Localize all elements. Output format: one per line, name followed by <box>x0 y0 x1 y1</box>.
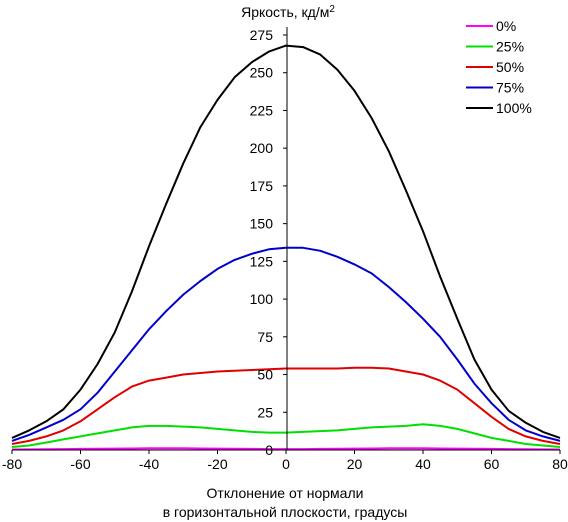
legend-label-2: 50% <box>496 59 524 75</box>
ticks: -80 -60 -40 -20 0 20 40 60 80 0 25 50 75 100 125 150 175… <box>2 27 568 472</box>
y-tick-label: 50 <box>257 367 273 383</box>
x-axis-label-line2: в горизонтальной плоскости, градусы <box>163 504 408 520</box>
x-tick-label: -20 <box>207 456 227 472</box>
x-tick-label: 60 <box>484 456 500 472</box>
x-axis-label-line1: Отклонение от нормали <box>207 485 364 501</box>
y-axis-label: Яркость, кд/м2 <box>241 4 335 21</box>
series-line-4 <box>11 44 561 439</box>
y-tick-label: 100 <box>250 291 274 307</box>
legend: 0% 25% 50% 75% 100% <box>466 18 532 116</box>
y-tick-label: 250 <box>250 65 274 81</box>
x-tick-label: -60 <box>70 456 90 472</box>
y-tick-label: 125 <box>250 253 274 269</box>
series-line-2 <box>11 366 561 445</box>
series-line-1 <box>11 423 561 448</box>
x-tick-label: 0 <box>282 456 290 472</box>
y-tick-label: 175 <box>250 178 274 194</box>
x-tick-label: -40 <box>139 456 159 472</box>
y-tick-label: 225 <box>250 102 274 118</box>
legend-label-1: 25% <box>496 39 524 55</box>
y-tick-label: 275 <box>250 27 274 43</box>
y-tick-label: 0 <box>265 442 273 458</box>
legend-label-0: 0% <box>496 18 516 34</box>
y-tick-label: 150 <box>250 216 274 232</box>
legend-label-4: 100% <box>496 100 532 116</box>
y-tick-label: 200 <box>250 140 274 156</box>
x-tick-label: 20 <box>347 456 363 472</box>
legend-label-3: 75% <box>496 80 524 96</box>
y-tick-label: 75 <box>257 329 273 345</box>
x-tick-label: 80 <box>552 456 568 472</box>
series-line-0 <box>11 447 561 451</box>
y-tick-label: 25 <box>257 404 273 420</box>
x-tick-label: 40 <box>415 456 431 472</box>
series-line-3 <box>11 246 561 442</box>
x-tick-label: -80 <box>2 456 22 472</box>
plot-lines <box>11 44 561 451</box>
